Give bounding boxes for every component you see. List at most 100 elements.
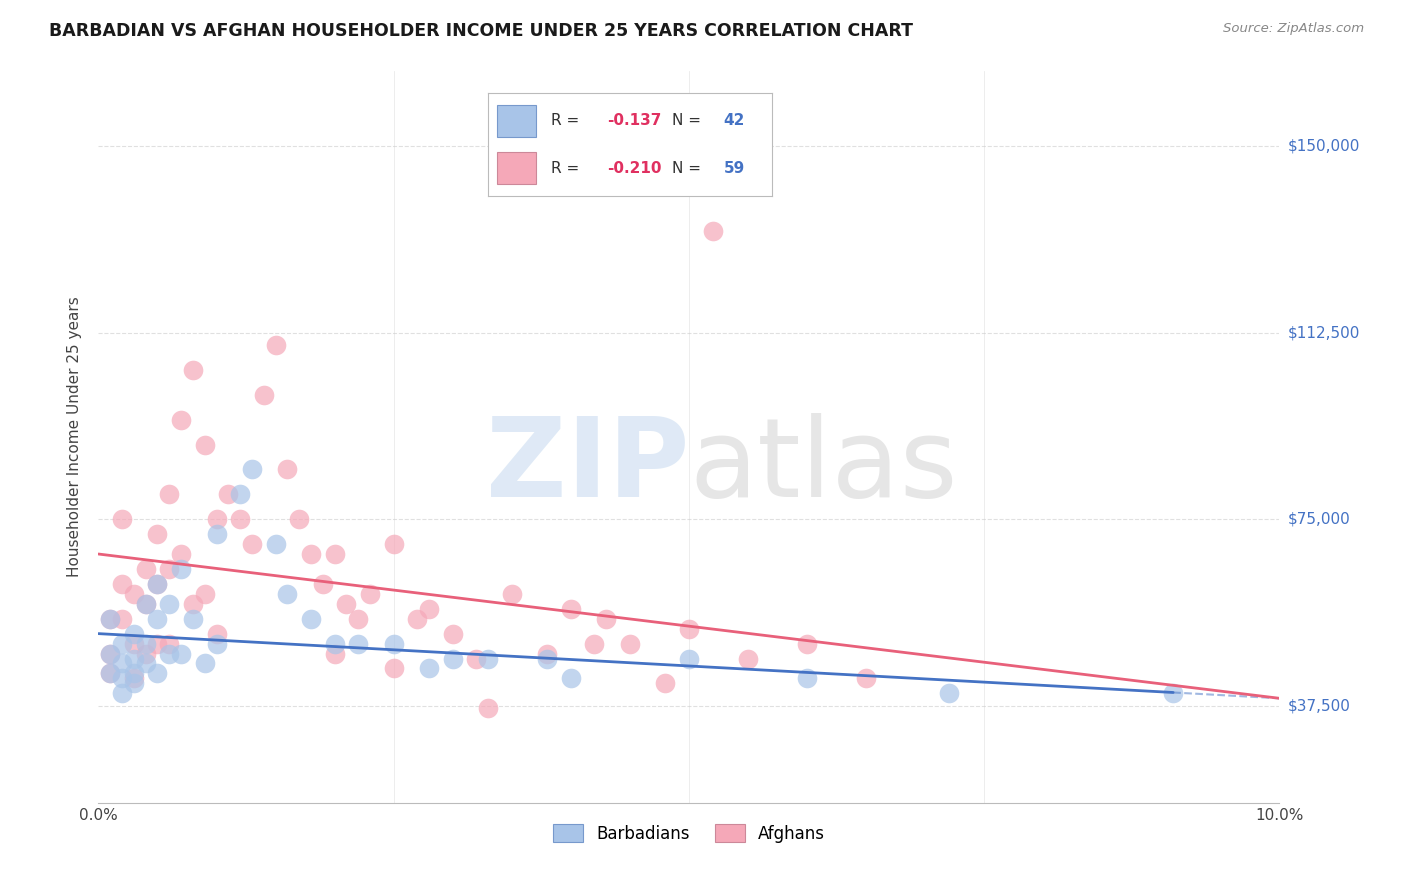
Point — [205, 527, 228, 541]
Point — [253, 388, 276, 402]
Point — [737, 651, 759, 665]
Point — [205, 636, 228, 650]
Text: $37,500: $37,500 — [1288, 698, 1351, 714]
Point — [98, 666, 121, 681]
Point — [323, 647, 346, 661]
Point — [111, 636, 134, 650]
Point — [205, 626, 228, 640]
Point — [702, 224, 724, 238]
Point — [205, 512, 228, 526]
Text: Source: ZipAtlas.com: Source: ZipAtlas.com — [1223, 22, 1364, 36]
Point — [382, 661, 405, 675]
Point — [323, 636, 346, 650]
Point — [678, 622, 700, 636]
Point — [382, 537, 405, 551]
Point — [536, 651, 558, 665]
Point — [229, 487, 252, 501]
Point — [240, 462, 263, 476]
Point — [122, 636, 145, 650]
Legend: Barbadians, Afghans: Barbadians, Afghans — [546, 818, 832, 849]
Point — [146, 666, 169, 681]
Point — [111, 612, 134, 626]
Point — [583, 636, 606, 650]
Point — [181, 597, 204, 611]
Text: BARBADIAN VS AFGHAN HOUSEHOLDER INCOME UNDER 25 YEARS CORRELATION CHART: BARBADIAN VS AFGHAN HOUSEHOLDER INCOME U… — [49, 22, 914, 40]
Point — [111, 512, 134, 526]
Point — [135, 597, 157, 611]
Point — [146, 577, 169, 591]
Point — [335, 597, 357, 611]
Point — [359, 587, 381, 601]
Point — [501, 587, 523, 601]
Point — [441, 651, 464, 665]
Point — [146, 636, 169, 650]
Point — [157, 487, 180, 501]
Point — [477, 651, 499, 665]
Point — [441, 626, 464, 640]
Point — [157, 636, 180, 650]
Point — [111, 672, 134, 686]
Point — [170, 647, 193, 661]
Point — [194, 657, 217, 671]
Point — [135, 657, 157, 671]
Point — [938, 686, 960, 700]
Point — [1161, 686, 1184, 700]
Text: $150,000: $150,000 — [1288, 138, 1360, 153]
Point — [240, 537, 263, 551]
Point — [135, 562, 157, 576]
Point — [264, 537, 287, 551]
Point — [217, 487, 239, 501]
Point — [98, 612, 121, 626]
Point — [560, 601, 582, 615]
Point — [111, 577, 134, 591]
Point — [122, 651, 145, 665]
Text: $75,000: $75,000 — [1288, 512, 1351, 526]
Point — [264, 338, 287, 352]
Point — [122, 626, 145, 640]
Point — [229, 512, 252, 526]
Point — [299, 547, 322, 561]
Point — [157, 647, 180, 661]
Point — [135, 597, 157, 611]
Point — [98, 647, 121, 661]
Point — [619, 636, 641, 650]
Point — [560, 672, 582, 686]
Point — [111, 657, 134, 671]
Point — [678, 651, 700, 665]
Point — [796, 636, 818, 650]
Point — [465, 651, 488, 665]
Point — [654, 676, 676, 690]
Point — [288, 512, 311, 526]
Point — [135, 647, 157, 661]
Point — [170, 562, 193, 576]
Text: ZIP: ZIP — [485, 413, 689, 520]
Point — [418, 661, 440, 675]
Point — [595, 612, 617, 626]
Point — [98, 612, 121, 626]
Point — [347, 612, 370, 626]
Text: atlas: atlas — [689, 413, 957, 520]
Point — [194, 587, 217, 601]
Text: $112,500: $112,500 — [1288, 325, 1360, 340]
Point — [157, 562, 180, 576]
Y-axis label: Householder Income Under 25 years: Householder Income Under 25 years — [67, 297, 83, 577]
Point — [536, 647, 558, 661]
Point — [796, 672, 818, 686]
Point — [347, 636, 370, 650]
Point — [299, 612, 322, 626]
Point — [122, 672, 145, 686]
Point — [111, 686, 134, 700]
Point — [276, 462, 298, 476]
Point — [181, 612, 204, 626]
Point — [170, 412, 193, 426]
Point — [122, 587, 145, 601]
Point — [181, 363, 204, 377]
Point — [418, 601, 440, 615]
Point — [194, 437, 217, 451]
Point — [122, 676, 145, 690]
Point — [477, 701, 499, 715]
Point — [98, 666, 121, 681]
Point — [146, 577, 169, 591]
Point — [135, 636, 157, 650]
Point — [170, 547, 193, 561]
